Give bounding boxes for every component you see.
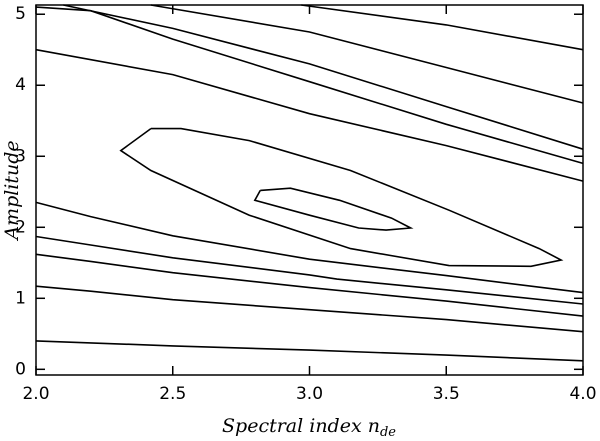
x-axis-label: Spectral index nde (222, 415, 396, 440)
contour-line (35, 340, 584, 362)
x-tick-label: 4.0 (569, 384, 596, 404)
y-tick-label: 2 (15, 217, 26, 237)
y-tick-label: 5 (15, 4, 26, 24)
y-tick-label: 1 (15, 288, 26, 308)
plot-frame (35, 4, 584, 376)
contour-line (35, 6, 584, 165)
contour-line (35, 48, 584, 182)
contour-line (35, 235, 584, 305)
contour-line (63, 4, 584, 150)
contour-line (150, 4, 584, 104)
contour-line (301, 4, 584, 51)
contour-line (35, 253, 584, 317)
y-tick-label: 4 (15, 75, 26, 95)
x-tick-label: 2.0 (22, 384, 49, 404)
contour-line (253, 187, 414, 231)
y-tick-label: 0 (15, 359, 26, 379)
x-tick-label: 3.5 (433, 384, 460, 404)
y-axis-label: Amplitude (1, 140, 23, 241)
x-axis-label-text: Spectral index n (222, 415, 380, 437)
x-tick-label: 2.5 (159, 384, 186, 404)
contour-line (119, 127, 564, 268)
x-tick-label: 3.0 (296, 384, 323, 404)
y-tick-label: 3 (15, 146, 26, 166)
contour-line (35, 285, 584, 333)
contour-line (35, 201, 584, 294)
x-axis-label-subscript: de (380, 425, 396, 440)
